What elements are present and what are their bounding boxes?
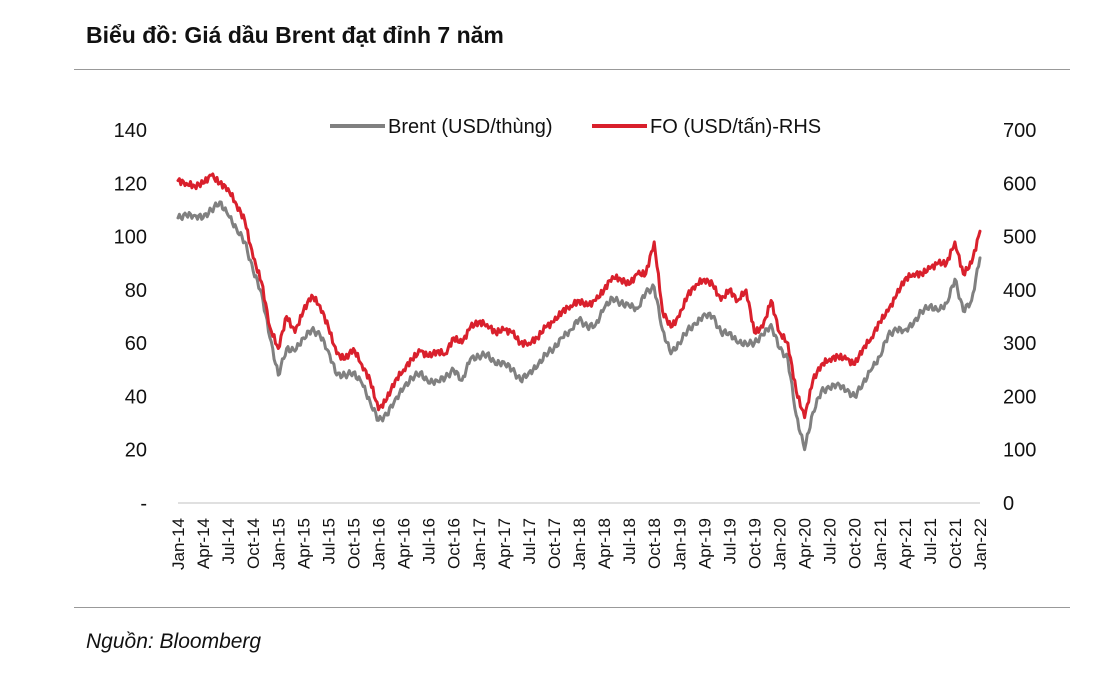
chart-title: Biểu đồ: Giá dầu Brent đạt đỉnh 7 năm: [86, 22, 504, 48]
x-tick-label: Apr-14: [194, 518, 213, 569]
source-note: Nguồn: Bloomberg: [86, 630, 262, 653]
x-tick-label: Jan-18: [570, 518, 589, 570]
x-tick-label: Apr-17: [495, 518, 514, 569]
right-tick-label: 600: [1003, 173, 1036, 195]
right-tick-label: 200: [1003, 386, 1036, 408]
x-tick-label: Jul-15: [319, 518, 338, 564]
right-axis: 0 100 200 300 400 500 600 700: [1003, 120, 1036, 515]
x-tick-label: Oct-15: [344, 518, 363, 569]
x-tick-label: Jan-16: [370, 518, 389, 570]
x-tick-label: Jan-22: [971, 518, 990, 570]
left-tick-label: -: [140, 493, 147, 515]
x-tick-label: Jul-17: [520, 518, 539, 564]
legend-fo-label: FO (USD/tấn)-RHS: [650, 116, 821, 138]
x-tick-label: Jan-19: [670, 518, 689, 570]
x-tick-label: Jul-14: [219, 518, 238, 564]
x-tick-label: Apr-16: [395, 518, 414, 569]
legend: Brent (USD/thùng) FO (USD/tấn)-RHS: [330, 116, 821, 138]
x-tick-label: Oct-17: [545, 518, 564, 569]
x-tick-label: Oct-16: [445, 518, 464, 569]
right-tick-label: 400: [1003, 280, 1036, 302]
brent-series-line: [176, 200, 982, 452]
fo-series-line: [176, 172, 982, 420]
legend-brent-label: Brent (USD/thùng): [388, 116, 553, 138]
left-tick-label: 60: [125, 333, 147, 355]
right-tick-label: 100: [1003, 440, 1036, 462]
x-tick-label: Jan-14: [169, 518, 188, 570]
x-axis: Jan-14 Apr-14 Jul-14 Oct-14 Jan-15 Apr-15 Jul-…: [169, 502, 990, 570]
right-tick-label: 300: [1003, 333, 1036, 355]
left-tick-label: 80: [125, 280, 147, 302]
x-tick-label: Jul-16: [420, 518, 439, 564]
x-tick-label: Apr-21: [896, 518, 915, 569]
left-tick-label: 120: [114, 173, 147, 195]
x-tick-label: Jan-17: [470, 518, 489, 570]
x-tick-label: Oct-14: [244, 518, 263, 569]
x-tick-label: Jul-18: [620, 518, 639, 564]
x-tick-label: Jul-20: [821, 518, 840, 564]
x-tick-label: Apr-18: [595, 518, 614, 569]
left-tick-label: 40: [125, 386, 147, 408]
right-tick-label: 0: [1003, 493, 1014, 515]
series-layer: [176, 172, 982, 452]
left-tick-label: 140: [114, 120, 147, 142]
x-tick-label: Jan-15: [269, 518, 288, 570]
x-tick-label: Apr-20: [796, 518, 815, 569]
x-tick-label: Jan-20: [771, 518, 790, 570]
left-tick-label: 20: [125, 440, 147, 462]
left-tick-label: 100: [114, 227, 147, 249]
x-tick-label: Oct-19: [745, 518, 764, 569]
x-tick-label: Jul-21: [921, 518, 940, 564]
x-tick-label: Jul-19: [720, 518, 739, 564]
x-tick-label: Oct-20: [846, 518, 865, 569]
top-divider: [74, 69, 1070, 70]
left-axis: - 20 40 60 80 100 120 140: [114, 120, 147, 515]
right-tick-label: 700: [1003, 120, 1036, 142]
x-tick-label: Apr-15: [294, 518, 313, 569]
x-tick-label: Oct-18: [645, 518, 664, 569]
x-tick-label: Jan-21: [871, 518, 890, 570]
x-tick-label: Apr-19: [695, 518, 714, 569]
x-tick-label: Oct-21: [946, 518, 965, 569]
right-tick-label: 500: [1003, 227, 1036, 249]
bottom-divider: [74, 607, 1070, 608]
